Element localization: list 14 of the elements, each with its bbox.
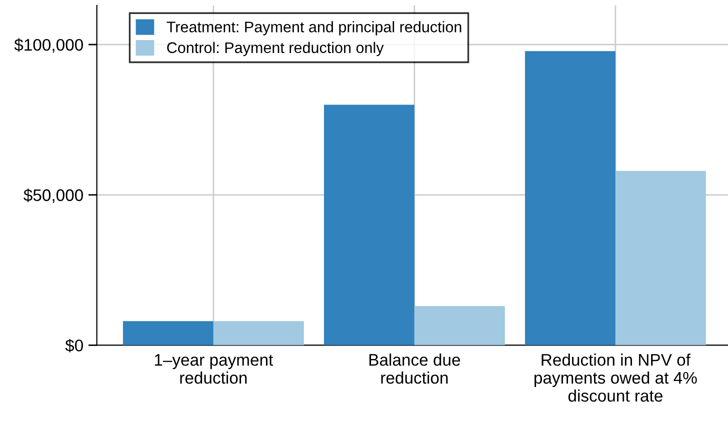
x-tick-label: 1–year payment reduction — [154, 354, 274, 384]
legend-label: Control: Payment reduction only — [167, 42, 384, 56]
y-tick-label: $50,000 — [24, 188, 83, 204]
bar — [324, 104, 414, 346]
bar — [615, 170, 706, 346]
bar — [122, 321, 214, 346]
bar — [414, 306, 505, 346]
bar — [213, 321, 304, 346]
bar — [524, 51, 616, 346]
y-tick-label: $100,000 — [14, 38, 83, 53]
x-tick-label: Balance due reduction — [369, 354, 460, 384]
legend-label: Treatment: Payment and principal reduction — [166, 21, 462, 36]
y-tick-label: $0 — [65, 338, 83, 352]
x-tick-label: Reduction in NPV of payments owed at 4% discount rate — [534, 354, 697, 402]
